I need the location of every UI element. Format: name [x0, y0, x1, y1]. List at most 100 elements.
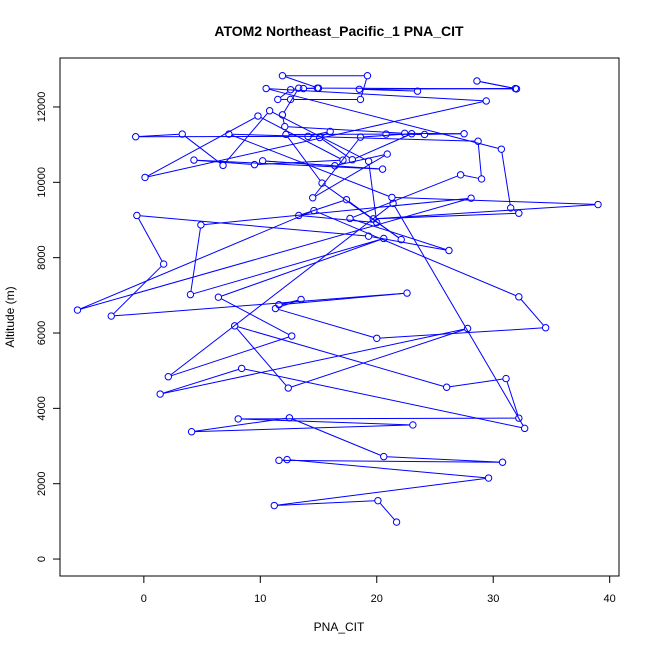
series-segment: [237, 326, 444, 387]
x-tick-label: 40: [604, 593, 616, 605]
series-segment: [184, 135, 221, 164]
data-point: [364, 157, 373, 165]
data-point: [230, 322, 239, 330]
data-point: [382, 130, 390, 138]
series-segment: [379, 327, 543, 339]
data-point: [374, 496, 382, 505]
series-segment: [278, 308, 374, 338]
data-point: [295, 84, 303, 92]
data-point: [258, 157, 267, 165]
data-point: [214, 293, 223, 301]
data-point: [274, 95, 282, 104]
series-segment: [232, 133, 475, 142]
data-point: [413, 87, 422, 95]
data-point: [304, 132, 312, 141]
series-segment: [280, 91, 289, 98]
data-point: [383, 150, 391, 158]
series-segment: [301, 215, 374, 223]
series-segment: [114, 292, 404, 317]
series-segment: [386, 456, 500, 463]
data-point: [299, 84, 308, 93]
series-segment: [322, 138, 350, 159]
data-point: [502, 374, 510, 383]
data-point: [403, 289, 411, 297]
series-segment: [371, 236, 446, 251]
series-segment: [148, 101, 484, 178]
series-segment: [244, 368, 522, 429]
data-point: [520, 424, 529, 433]
series-segment: [316, 211, 517, 297]
series-segment: [277, 477, 486, 506]
series-segment: [287, 126, 402, 134]
data-point: [474, 137, 482, 145]
data-point: [364, 232, 373, 240]
data-point: [346, 214, 354, 223]
x-tick-label: 10: [254, 593, 266, 605]
series-segment: [479, 81, 513, 89]
data-point: [515, 414, 523, 422]
series-segment: [362, 88, 513, 90]
data-point: [295, 211, 303, 220]
series-segment: [138, 133, 180, 138]
data-point: [467, 194, 475, 202]
series-segment: [277, 500, 375, 506]
data-point: [225, 130, 233, 138]
series-segment: [395, 197, 595, 205]
series-segment: [140, 215, 366, 237]
data-point: [265, 107, 274, 115]
data-point: [318, 179, 326, 187]
y-tick-label: 12000: [36, 92, 48, 123]
y-tick-label: 0: [36, 556, 48, 562]
data-point: [164, 373, 173, 381]
data-point: [541, 324, 550, 332]
series-segment: [113, 265, 162, 315]
data-point: [331, 162, 339, 170]
data-point: [442, 383, 451, 391]
series-segment: [170, 204, 391, 376]
data-point: [515, 209, 523, 217]
data-point: [445, 246, 453, 255]
series-segment: [285, 76, 316, 88]
y-tick-label: 8000: [36, 245, 48, 269]
data-point: [326, 127, 334, 136]
data-point: [73, 306, 82, 314]
series-segment: [190, 227, 201, 292]
series-segment: [241, 417, 516, 420]
series-segment: [463, 174, 479, 179]
series-segment: [355, 134, 409, 159]
data-point: [288, 332, 296, 340]
series-segment: [368, 164, 377, 220]
y-tick-label: 2000: [36, 471, 48, 495]
data-point: [219, 161, 227, 170]
data-point: [297, 295, 305, 304]
data-point: [348, 156, 357, 164]
series-segment: [513, 209, 517, 212]
data-point: [409, 421, 417, 429]
series-segment: [324, 184, 399, 239]
series-segment: [282, 117, 285, 124]
y-tick-label: 10000: [36, 167, 48, 198]
series-segment: [163, 368, 239, 394]
data-point: [473, 77, 481, 85]
data-point: [186, 290, 195, 299]
data-point: [484, 474, 493, 482]
y-tick-label: 4000: [36, 396, 48, 420]
series-segment: [394, 205, 524, 426]
data-point: [250, 160, 259, 169]
data-point: [234, 415, 242, 423]
data-point: [339, 156, 347, 164]
data-point: [401, 129, 409, 138]
data-point: [133, 211, 141, 220]
data-point: [278, 72, 287, 80]
series-segment: [265, 160, 332, 167]
data-point: [497, 145, 506, 153]
data-point: [482, 97, 490, 105]
series-segment: [506, 381, 519, 416]
data-point: [282, 130, 290, 139]
data-point: [284, 384, 292, 392]
series-segment: [194, 424, 410, 433]
data-point: [594, 200, 602, 209]
series-segment: [352, 218, 447, 250]
series-segment: [260, 117, 341, 160]
